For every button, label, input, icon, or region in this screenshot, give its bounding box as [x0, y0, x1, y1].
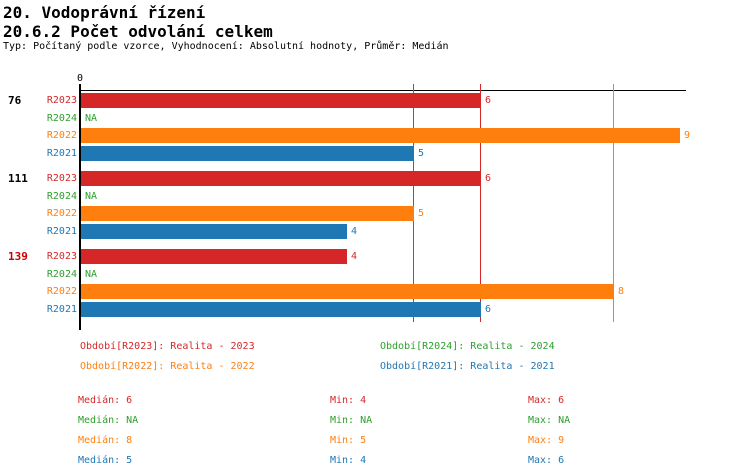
bar-r2022 [81, 284, 614, 299]
report-section-title: 20. Vodoprávní řízení [3, 3, 206, 22]
bar-label-r2021: R2021 [46, 225, 77, 237]
bar-r2023 [81, 93, 481, 108]
bar-value-r2022: 9 [684, 130, 691, 141]
bar-value-r2022: 5 [418, 208, 425, 219]
stat-min-r2024: Min: NA [330, 415, 373, 426]
bar-value-r2023: 6 [485, 95, 492, 106]
legend-item-r2022: Období[R2022]: Realita - 2022 [80, 361, 255, 372]
median-line-r2022 [613, 84, 614, 322]
bar-r2021 [81, 301, 481, 317]
stat-min-r2022: Min: 5 [330, 435, 367, 446]
bar-label-r2021: R2021 [46, 147, 77, 159]
bar-label-r2022: R2022 [46, 286, 77, 297]
stat-min-r2023: Min: 4 [330, 395, 367, 406]
stat-median-r2021: Medián: 5 [78, 455, 133, 466]
bar-r2022 [81, 206, 414, 221]
bar-label-r2023: R2023 [46, 173, 77, 184]
x-axis-top-line [80, 90, 686, 91]
chart-subtitle: Typ: Počítaný podle vzorce, Vyhodnocení:… [3, 41, 449, 52]
stat-max-r2023: Max: 6 [528, 395, 565, 406]
bar-value-r2021: 6 [485, 303, 492, 315]
stat-max-r2024: Max: NA [528, 415, 571, 426]
bar-value-r2023: 6 [485, 173, 492, 184]
y-axis-line [79, 84, 81, 330]
bar-r2022 [81, 128, 680, 143]
bar-r2021 [81, 223, 347, 239]
legend-item-r2023: Období[R2023]: Realita - 2023 [80, 341, 255, 352]
bar-label-r2022: R2022 [46, 208, 77, 219]
bar-value-r2023: 4 [351, 251, 358, 262]
bar-label-r2024: R2024 [46, 190, 77, 202]
stat-max-r2022: Max: 9 [528, 435, 565, 446]
legend-item-r2021: Období[R2021]: Realita - 2021 [380, 361, 555, 372]
bar-value-r2024: NA [85, 112, 98, 124]
legend-item-r2024: Období[R2024]: Realita - 2024 [380, 341, 555, 352]
group-label: 111 [8, 172, 28, 185]
bar-label-r2022: R2022 [46, 130, 77, 141]
stat-min-r2021: Min: 4 [330, 455, 367, 466]
median-line-r2021 [413, 84, 414, 322]
axis-origin-label: 0 [76, 73, 84, 84]
bar-value-r2022: 8 [618, 286, 625, 297]
stat-max-r2021: Max: 6 [528, 455, 565, 466]
group-label: 76 [8, 94, 22, 107]
bar-value-r2021: 5 [418, 147, 425, 159]
bar-r2023 [81, 249, 347, 264]
stat-median-r2022: Medián: 8 [78, 435, 133, 446]
group-label: 139 [8, 250, 28, 263]
bar-label-r2024: R2024 [46, 112, 77, 124]
bar-label-r2021: R2021 [46, 303, 77, 315]
chart-title: 20.6.2 Počet odvolání celkem [3, 22, 273, 41]
bar-label-r2023: R2023 [46, 251, 77, 262]
stat-median-r2023: Medián: 6 [78, 395, 133, 406]
bar-label-r2023: R2023 [46, 95, 77, 106]
median-line-r2023 [480, 84, 481, 322]
bar-value-r2024: NA [85, 190, 98, 202]
bar-r2023 [81, 171, 481, 186]
bar-value-r2024: NA [85, 268, 98, 280]
bar-label-r2024: R2024 [46, 268, 77, 280]
stat-median-r2024: Medián: NA [78, 415, 139, 426]
bar-value-r2021: 4 [351, 225, 358, 237]
bar-r2021 [81, 145, 414, 161]
